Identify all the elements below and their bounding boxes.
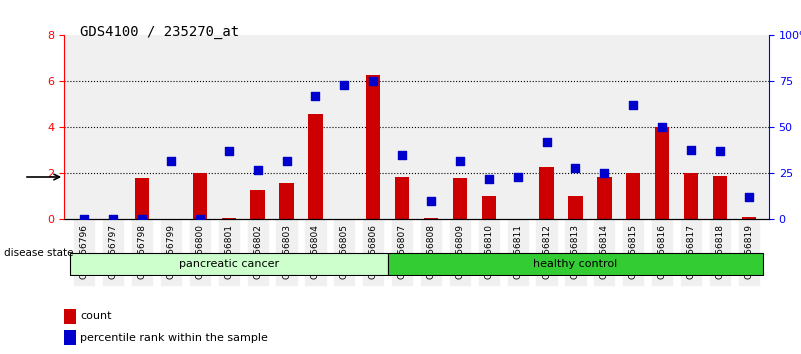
Point <box>135 217 148 222</box>
Bar <box>539 166 553 219</box>
Point <box>656 125 669 130</box>
Point <box>107 217 119 222</box>
Point <box>743 195 755 200</box>
Point <box>338 82 351 88</box>
Bar <box>626 173 641 219</box>
Bar <box>424 218 438 219</box>
Bar <box>366 75 380 219</box>
Point <box>569 165 582 171</box>
Point <box>453 158 466 164</box>
Point <box>252 167 264 173</box>
Point <box>280 158 293 164</box>
FancyBboxPatch shape <box>388 253 763 275</box>
Bar <box>64 330 76 345</box>
Bar <box>742 217 756 219</box>
Bar <box>222 218 236 219</box>
Text: percentile rank within the sample: percentile rank within the sample <box>80 332 268 343</box>
Point <box>309 93 322 99</box>
Point <box>164 158 177 164</box>
Point <box>78 217 91 222</box>
Bar <box>308 114 323 219</box>
Point <box>511 174 524 180</box>
Bar <box>655 127 670 219</box>
Text: GDS4100 / 235270_at: GDS4100 / 235270_at <box>80 25 239 39</box>
Point <box>540 139 553 145</box>
Point <box>714 149 727 154</box>
Bar <box>135 178 149 219</box>
Point <box>482 176 495 182</box>
Point <box>685 147 698 152</box>
Text: count: count <box>80 311 111 321</box>
Text: healthy control: healthy control <box>533 259 618 269</box>
Bar <box>395 177 409 219</box>
Bar <box>192 173 207 219</box>
Text: pancreatic cancer: pancreatic cancer <box>179 259 279 269</box>
Point <box>367 79 380 84</box>
Point <box>626 103 639 108</box>
Bar <box>251 189 265 219</box>
Bar <box>481 196 496 219</box>
Point <box>396 152 409 158</box>
Point <box>425 198 437 204</box>
Bar <box>684 173 698 219</box>
Point <box>598 171 610 176</box>
Point <box>194 217 207 222</box>
Bar <box>64 309 76 324</box>
Bar <box>713 176 727 219</box>
Point <box>223 149 235 154</box>
Bar <box>280 183 294 219</box>
Bar <box>453 178 467 219</box>
Text: disease state: disease state <box>4 248 74 258</box>
Bar <box>568 196 582 219</box>
Bar <box>597 177 611 219</box>
FancyBboxPatch shape <box>70 253 388 275</box>
